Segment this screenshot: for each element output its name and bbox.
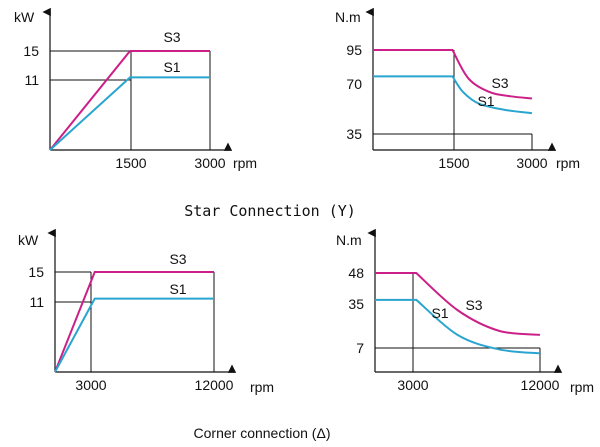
x-axis-label: rpm	[250, 379, 274, 395]
x-tick-label: 12000	[195, 377, 234, 393]
series-s1-label: S1	[477, 93, 494, 109]
x-axis-label: rpm	[233, 155, 257, 171]
star-connection-caption: Star Connection (Y)	[184, 202, 356, 220]
x-tick-label: 1500	[438, 155, 469, 171]
y-axis-label: N.m	[336, 232, 362, 248]
x-tick-label: 3000	[194, 155, 225, 171]
x-axis-label: rpm	[570, 379, 594, 395]
y-axis-label: kW	[18, 232, 39, 248]
y-tick-label: 11	[24, 72, 39, 88]
series-s3-line	[49, 50, 210, 151]
series-s3-line	[375, 272, 541, 336]
corner-connection-caption: Corner connection (Δ)	[194, 425, 331, 441]
y-tick-label: 35	[346, 126, 362, 142]
series-s1-line	[373, 75, 533, 115]
series-s1-label: S1	[169, 281, 186, 297]
series-s3-label: S3	[465, 297, 482, 313]
series-s1-line	[54, 297, 214, 373]
series-s3-label: S3	[163, 29, 180, 45]
series-s1-label: S1	[431, 305, 448, 321]
y-tick-label: 15	[28, 264, 44, 280]
y-tick-label: 95	[346, 42, 362, 58]
series-s3-label: S3	[491, 75, 508, 91]
series-s3-label: S3	[169, 251, 186, 267]
chart-3: S3 S1 15 11 3000 12000 rpm kW	[18, 228, 274, 395]
x-tick-label: 3000	[75, 377, 106, 393]
series-s1-line	[49, 76, 210, 151]
chart-2: S3 S1 95 70 35 1500 3000 rpm N.m	[335, 7, 580, 171]
series-s1-label: S1	[163, 59, 180, 75]
charts-group: S3 S1 15 11 1500 3000 rpm kW S3 S1 95 70 35 1500 3000 r…	[14, 7, 594, 395]
y-tick-label: 35	[348, 296, 364, 312]
x-tick-label: 1500	[115, 155, 146, 171]
series-s3-line	[373, 49, 533, 100]
x-tick-label: 3000	[516, 155, 547, 171]
y-tick-label: 7	[356, 340, 364, 356]
chart-4: S3 S1 48 35 7 3000 12000 rpm N.m	[336, 228, 594, 395]
y-axis-label: N.m	[335, 9, 361, 25]
x-axis-label: rpm	[556, 155, 580, 171]
series-s3-line	[54, 271, 214, 373]
x-tick-label: 3000	[397, 377, 428, 393]
y-tick-label: 70	[346, 76, 362, 92]
chart-1: S3 S1 15 11 1500 3000 rpm kW	[14, 7, 257, 171]
y-tick-label: 11	[29, 294, 44, 310]
y-tick-label: 15	[23, 43, 39, 59]
y-tick-label: 48	[348, 265, 364, 281]
series-s1-line	[375, 298, 541, 355]
x-tick-label: 12000	[521, 377, 560, 393]
y-axis-label: kW	[14, 9, 35, 25]
